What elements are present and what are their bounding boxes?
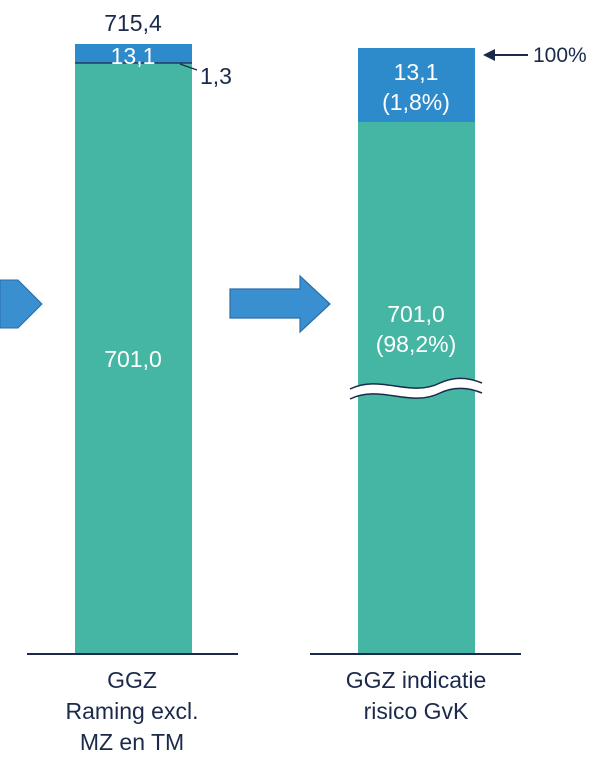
- bar2-axis-break-line-top: [349, 377, 483, 390]
- bar2-segment-blue-pct: (1,8%): [382, 89, 450, 115]
- bar2-segment-blue-label: 13,1: [394, 59, 439, 85]
- bar-group-2: 13,1 (1,8%) 701,0 (98,2%) 100% GGZ indic…: [310, 44, 587, 724]
- left-flow-arrow: [0, 279, 43, 329]
- bar2-category-line-2: risico GvK: [364, 698, 469, 724]
- bar-group-1: 715,4 13,1 1,3 701,0 GGZ Raming excl. MZ…: [27, 10, 238, 755]
- bar1-segment-1-3: [75, 63, 192, 66]
- bar1-segment-green-label: 701,0: [104, 346, 162, 372]
- bar1-segment-blue-label: 13,1: [111, 43, 156, 69]
- marker-100-label: 100%: [533, 44, 587, 67]
- bar1-category-line-2: Raming excl.: [66, 698, 199, 724]
- bar2-segment-green-label: 701,0: [387, 301, 445, 327]
- middle-flow-arrow: [229, 274, 331, 334]
- bar1-category-line-3: MZ en TM: [80, 729, 184, 755]
- bar1-segment-13-1: [75, 44, 192, 63]
- bar2-segment-green-pct: (98,2%): [376, 331, 457, 357]
- bar2-segment-13-1: [358, 48, 475, 122]
- bar1-segment-701: [75, 66, 192, 653]
- bar1-segment-small-label: 1,3: [200, 63, 232, 89]
- bar1-callout-line: [179, 63, 198, 71]
- bar2-axis-break-line-bottom: [349, 387, 483, 400]
- marker-arrow-head: [483, 49, 495, 61]
- bar2-category-line-1: GGZ indicatie: [346, 667, 487, 693]
- bar1-total-label: 715,4: [104, 10, 162, 36]
- bar1-category-line-1: GGZ: [107, 667, 157, 693]
